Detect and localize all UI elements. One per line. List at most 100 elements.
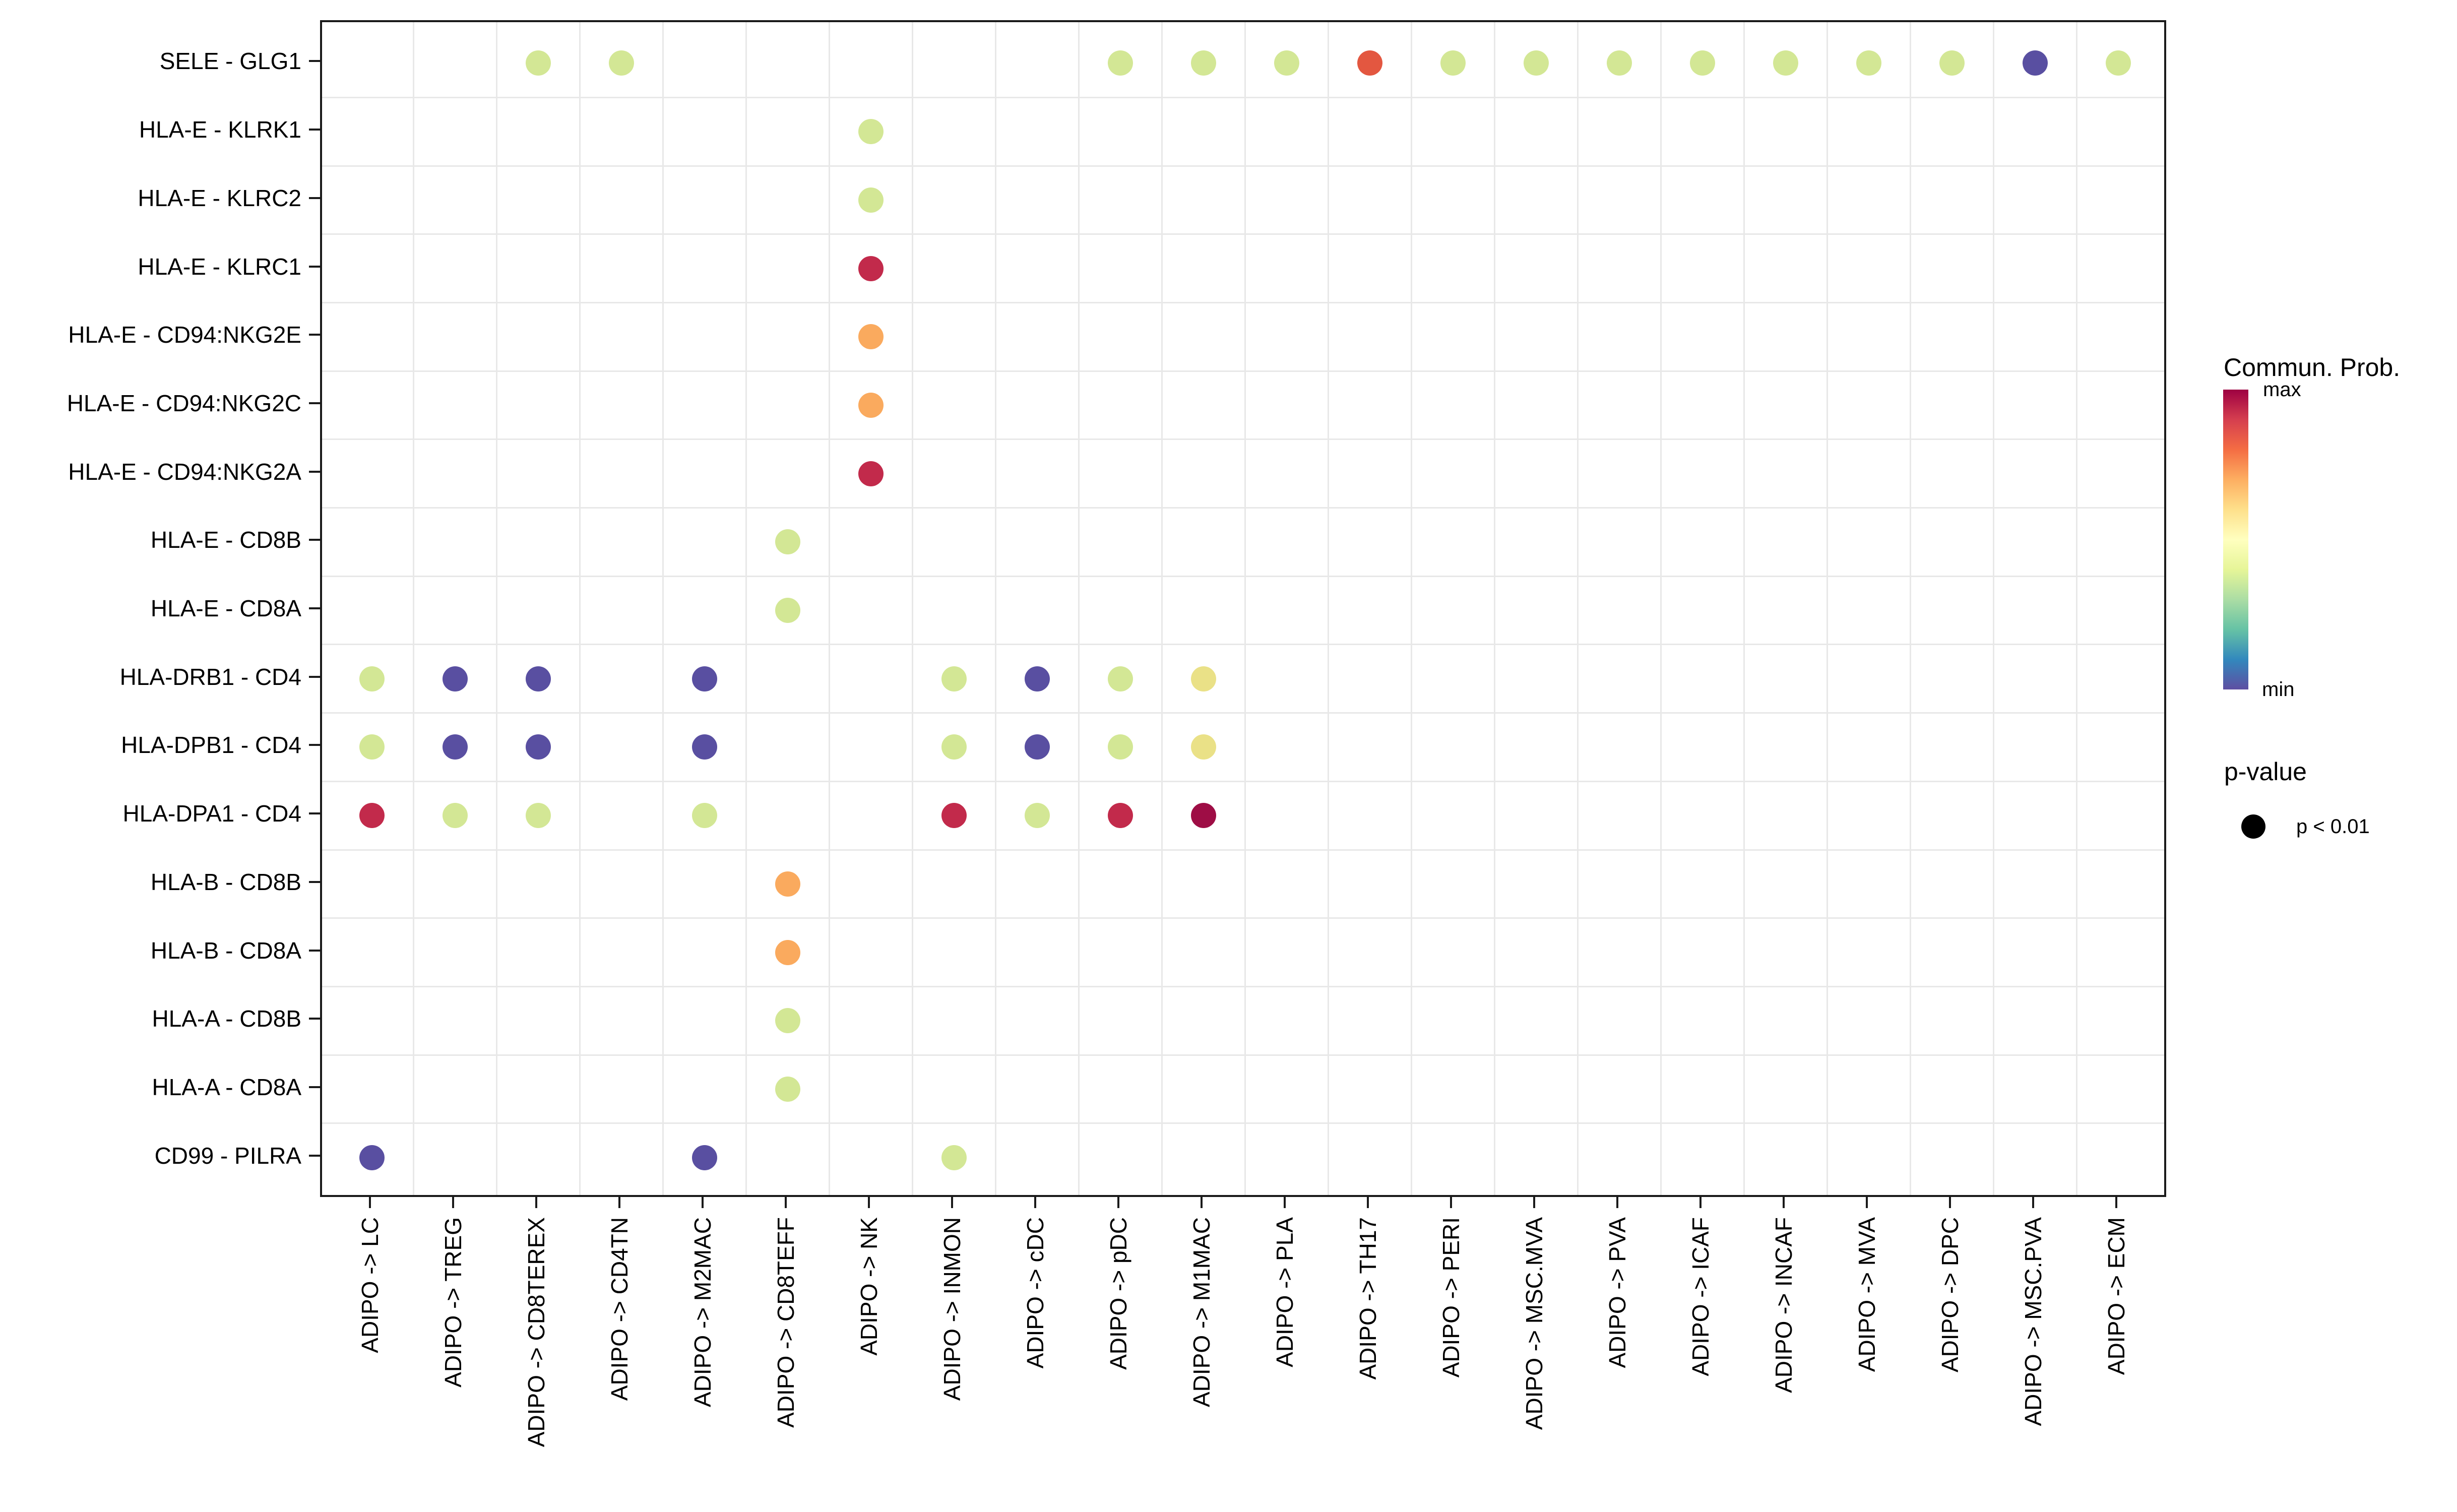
y-axis-tick: [309, 812, 320, 815]
y-axis-label: CD99 - PILRA: [154, 1142, 301, 1169]
panel-gridline-horizontal: [322, 507, 2164, 509]
x-axis-tick: [2115, 1197, 2117, 1208]
panel-gridline-vertical: [829, 22, 830, 1195]
x-axis-tick: [1866, 1197, 1868, 1208]
x-axis-label: ADIPO -> INCAF: [1771, 1217, 1797, 1393]
x-axis-label: ADIPO -> TREG: [440, 1217, 466, 1388]
data-point: [1191, 734, 1216, 760]
panel-gridline-horizontal: [322, 370, 2164, 372]
data-point: [775, 939, 800, 965]
x-axis-label: ADIPO -> TH17: [1355, 1217, 1381, 1380]
panel-gridline-vertical: [1826, 22, 1828, 1195]
panel-gridline-vertical: [1328, 22, 1329, 1195]
panel-gridline-vertical: [662, 22, 664, 1195]
x-axis-tick: [785, 1197, 787, 1208]
x-axis-label: ADIPO -> PLA: [1272, 1217, 1298, 1367]
data-point: [775, 1008, 800, 1034]
plot-panel: [320, 20, 2166, 1197]
data-point: [1108, 734, 1133, 760]
panel-gridline-vertical: [2076, 22, 2077, 1195]
panel-gridline-vertical: [1494, 22, 1495, 1195]
panel-gridline-horizontal: [322, 575, 2164, 577]
data-point: [443, 734, 468, 760]
x-axis-label: ADIPO -> MSC.MVA: [1521, 1217, 1547, 1430]
data-point: [941, 666, 967, 691]
data-point: [692, 666, 717, 691]
data-point: [1025, 734, 1050, 760]
data-point: [858, 187, 884, 213]
panel-gridline-vertical: [413, 22, 414, 1195]
y-axis-tick: [309, 129, 320, 131]
y-axis-tick: [309, 744, 320, 746]
panel-gridline-vertical: [1244, 22, 1246, 1195]
data-point: [1025, 803, 1050, 829]
x-axis-label: ADIPO -> CD8TEFF: [773, 1217, 799, 1428]
panel-gridline-vertical: [1910, 22, 1911, 1195]
data-point: [359, 734, 385, 760]
colorbar-gradient: [2223, 390, 2248, 689]
panel-gridline-horizontal: [322, 438, 2164, 440]
y-axis-tick: [309, 1086, 320, 1088]
x-axis-label: ADIPO -> MVA: [1854, 1217, 1880, 1372]
data-point: [858, 119, 884, 145]
y-axis-tick: [309, 265, 320, 268]
y-axis-tick: [309, 607, 320, 610]
panel-gridline-vertical: [1660, 22, 1662, 1195]
panel-gridline-horizontal: [322, 233, 2164, 235]
x-axis-label: ADIPO -> NK: [856, 1217, 882, 1356]
panel-gridline-horizontal: [322, 165, 2164, 167]
data-point: [941, 734, 967, 760]
y-axis-label: HLA-E - CD8A: [150, 595, 301, 622]
x-axis-tick: [618, 1197, 620, 1208]
panel-gridline-horizontal: [322, 96, 2164, 98]
x-axis-label: ADIPO -> ICAF: [1687, 1217, 1714, 1376]
panel-gridline-vertical: [1743, 22, 1745, 1195]
panel-gridline-vertical: [1411, 22, 1412, 1195]
data-point: [1939, 50, 1965, 76]
x-axis-label: ADIPO -> LC: [357, 1217, 383, 1353]
data-point: [775, 598, 800, 623]
x-axis-tick: [868, 1197, 870, 1208]
panel-gridline-vertical: [1577, 22, 1579, 1195]
x-axis-label: ADIPO -> M1MAC: [1188, 1217, 1215, 1408]
data-point: [2106, 50, 2131, 76]
x-axis-tick: [1533, 1197, 1535, 1208]
x-axis-label: ADIPO -> cDC: [1022, 1217, 1048, 1369]
data-point: [775, 529, 800, 555]
x-axis-tick: [1783, 1197, 1785, 1208]
data-point: [526, 666, 551, 691]
y-axis-label: HLA-E - KLRK1: [139, 116, 301, 143]
panel-gridline-vertical: [579, 22, 581, 1195]
y-axis-tick: [309, 60, 320, 62]
y-axis-label: HLA-B - CD8B: [150, 868, 301, 895]
panel-gridline-horizontal: [322, 712, 2164, 714]
data-point: [1690, 50, 1715, 76]
panel-gridline-horizontal: [322, 849, 2164, 851]
panel-gridline-horizontal: [322, 780, 2164, 782]
y-axis-label: HLA-E - CD94:NKG2C: [67, 390, 301, 416]
data-point: [1440, 50, 1466, 76]
data-point: [858, 392, 884, 418]
y-axis-label: HLA-A - CD8B: [152, 1005, 301, 1032]
panel-gridline-vertical: [1078, 22, 1080, 1195]
data-point: [1856, 50, 1881, 76]
y-axis-tick: [309, 880, 320, 883]
x-axis-label: ADIPO -> INMON: [939, 1217, 965, 1401]
data-point: [941, 1145, 967, 1170]
x-axis-tick: [1450, 1197, 1452, 1208]
data-point: [692, 734, 717, 760]
x-axis-tick: [1699, 1197, 1702, 1208]
y-axis-tick: [309, 1154, 320, 1157]
panel-gridline-horizontal: [322, 985, 2164, 987]
data-point: [526, 803, 551, 829]
data-point: [1607, 50, 1632, 76]
y-axis-tick: [309, 1018, 320, 1020]
y-axis-tick: [309, 539, 320, 541]
x-axis-label: ADIPO -> PVA: [1604, 1217, 1630, 1368]
data-point: [1108, 803, 1133, 829]
data-point: [775, 871, 800, 897]
y-axis-tick: [309, 334, 320, 336]
data-point: [775, 1076, 800, 1102]
data-point: [1274, 50, 1299, 76]
